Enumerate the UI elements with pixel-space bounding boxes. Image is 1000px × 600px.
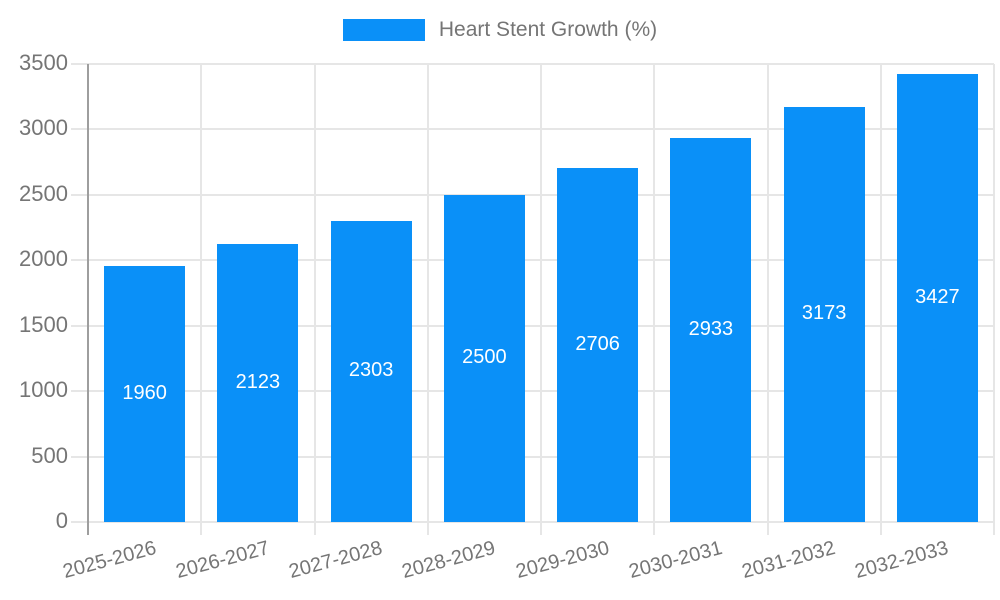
y-axis-tick: [71, 390, 88, 393]
x-axis-tick: [200, 522, 203, 535]
y-axis-tick-label: 3000: [19, 115, 68, 141]
bar-value-label: 3427: [915, 285, 960, 308]
bar: [783, 106, 865, 522]
x-axis-tick: [653, 522, 656, 535]
gridline-vertical: [426, 64, 429, 522]
y-axis-tick-label: 0: [55, 508, 68, 533]
y-axis-line: [87, 64, 89, 535]
bar-value-label: 2123: [235, 371, 281, 394]
bar-value-label: 1960: [122, 381, 167, 404]
x-axis-tick: [313, 522, 316, 535]
y-axis-tick-label: 500: [31, 442, 68, 468]
y-axis-tick-label: 2500: [19, 180, 68, 206]
x-axis-tick: [766, 522, 769, 535]
gridline-vertical: [313, 64, 316, 522]
y-axis-tick: [71, 521, 88, 523]
y-axis-tick: [71, 128, 88, 131]
bar: [557, 167, 639, 522]
bar: [330, 220, 412, 522]
y-axis-tick: [71, 259, 88, 262]
y-axis-tick: [71, 63, 88, 65]
gridline-vertical: [540, 64, 542, 522]
y-axis-tick-label: 1500: [19, 311, 68, 337]
y-axis-tick-label: 1000: [19, 377, 68, 403]
bar: [670, 138, 752, 522]
y-axis-tick: [71, 324, 88, 327]
gridline-vertical: [993, 64, 995, 522]
bar: [443, 194, 525, 522]
x-axis-tick: [540, 522, 542, 535]
bar-value-label: 2303: [348, 359, 394, 382]
bar: [104, 265, 186, 522]
bar-value-label: 3173: [801, 302, 847, 325]
bar-value-label: 2500: [462, 346, 507, 369]
y-axis-tick-label: 2000: [19, 246, 68, 272]
legend: Heart Stent Growth (%): [0, 18, 1000, 42]
y-axis-tick: [71, 193, 88, 196]
gridline-vertical: [879, 64, 882, 522]
legend-label: Heart Stent Growth (%): [438, 18, 658, 41]
gridline-vertical: [200, 64, 203, 522]
y-axis-tick: [71, 455, 88, 458]
bar-value-label: 2933: [688, 318, 734, 341]
x-axis-tick: [879, 522, 882, 535]
gridline-vertical: [653, 64, 656, 522]
legend-swatch: [342, 19, 425, 41]
bar-value-label: 2706: [575, 332, 620, 355]
gridline-vertical: [766, 64, 769, 522]
y-axis-tick-label: 3500: [19, 50, 68, 75]
x-axis-tick: [993, 522, 995, 535]
x-axis-tick: [426, 522, 429, 535]
bar: [217, 244, 299, 522]
bar: [896, 73, 978, 522]
